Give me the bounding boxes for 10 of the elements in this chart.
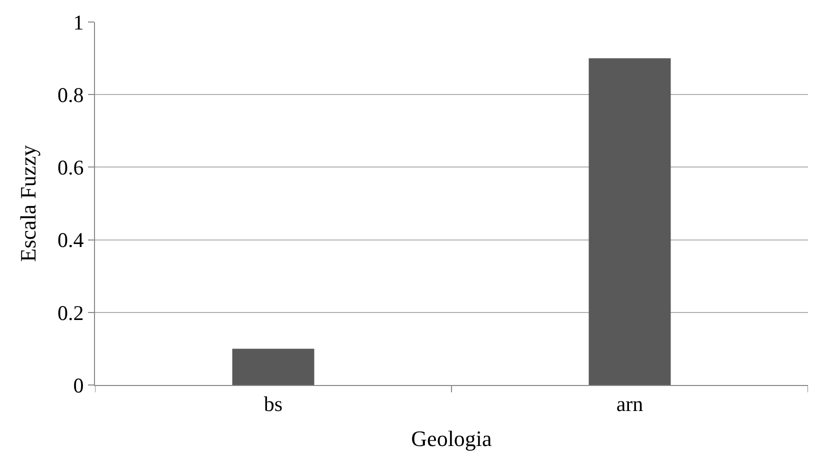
y-tick-label: 0.2 xyxy=(58,300,84,325)
y-tick-label: 0.8 xyxy=(58,82,84,107)
y-tick-label: 1 xyxy=(73,10,84,34)
x-axis-title: Geologia xyxy=(411,426,492,452)
y-tick-label: 0 xyxy=(73,373,84,398)
x-tick-label: bs xyxy=(264,392,283,416)
x-tick-label: arn xyxy=(616,392,644,416)
y-tick-label: 0.4 xyxy=(58,228,84,252)
y-tick-label: 0.6 xyxy=(58,156,84,180)
y-axis-title: Escala Fuzzy xyxy=(15,145,40,262)
